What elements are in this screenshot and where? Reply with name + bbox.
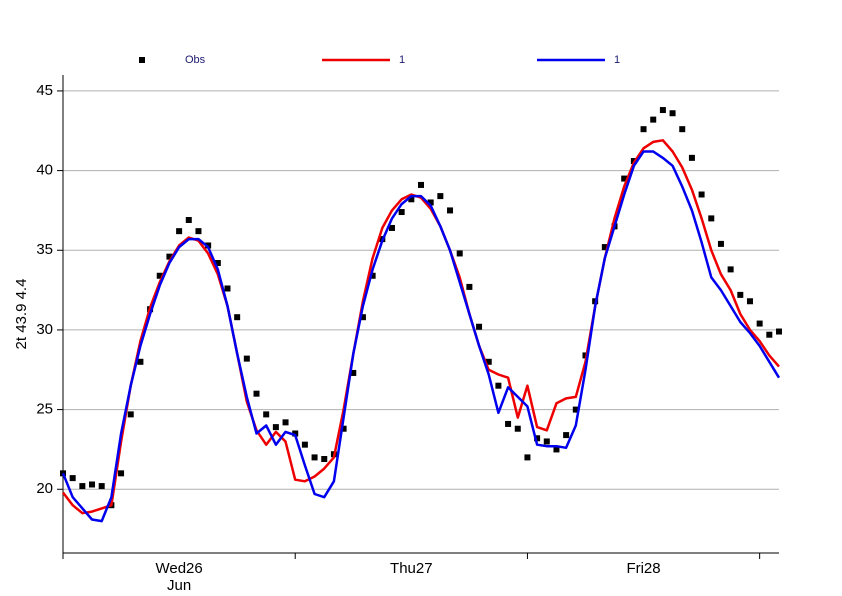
obs-marker xyxy=(272,424,279,431)
obs-marker xyxy=(659,107,666,114)
obs-marker xyxy=(69,475,76,482)
obs-marker xyxy=(166,253,173,260)
obs-marker xyxy=(601,244,608,251)
obs-marker xyxy=(340,425,347,432)
obs-marker xyxy=(79,483,86,490)
obs-marker xyxy=(263,411,270,418)
obs-marker xyxy=(572,406,579,413)
obs-marker xyxy=(485,358,492,365)
legend-label: 1 xyxy=(399,54,405,66)
obs-marker xyxy=(708,215,715,222)
obs-marker xyxy=(176,228,183,235)
obs-marker xyxy=(717,240,724,247)
legend-label: Obs xyxy=(185,54,206,66)
obs-marker xyxy=(688,154,695,161)
obs-marker xyxy=(514,425,521,432)
obs-marker xyxy=(243,355,250,362)
x-tick-label: Fri28 xyxy=(626,560,660,577)
obs-marker xyxy=(621,175,628,182)
obs-marker xyxy=(727,266,734,273)
obs-marker xyxy=(524,454,531,461)
obs-marker xyxy=(369,272,376,279)
y-tick-label: 25 xyxy=(36,401,53,418)
obs-marker xyxy=(476,323,483,330)
y-tick-label: 35 xyxy=(36,241,53,258)
obs-marker xyxy=(127,411,134,418)
obs-marker xyxy=(437,193,444,200)
y-tick-label: 20 xyxy=(36,480,53,497)
obs-marker xyxy=(301,441,308,448)
obs-marker xyxy=(746,298,753,305)
obs-marker xyxy=(776,328,782,335)
obs-marker xyxy=(698,191,705,198)
y-tick-label: 40 xyxy=(36,162,53,179)
obs-marker xyxy=(495,382,502,389)
obs-marker xyxy=(89,481,96,488)
obs-marker xyxy=(650,116,657,123)
x-month-label: Jun xyxy=(167,577,191,594)
obs-marker xyxy=(388,224,395,231)
obs-marker xyxy=(553,446,560,453)
obs-marker xyxy=(195,228,202,235)
legend-label: 1 xyxy=(614,54,620,66)
y-axis-label: 2t 43.9 4.4 xyxy=(13,279,30,350)
y-tick-label: 45 xyxy=(36,82,53,99)
obs-marker xyxy=(418,181,424,188)
obs-marker xyxy=(534,435,541,442)
obs-marker xyxy=(311,454,318,461)
obs-marker xyxy=(156,272,163,279)
obs-marker xyxy=(466,283,473,290)
x-tick-label: Wed26 xyxy=(155,560,202,577)
obs-marker xyxy=(398,209,405,216)
obs-marker xyxy=(427,199,434,206)
obs-marker xyxy=(737,291,744,298)
obs-marker xyxy=(359,314,366,321)
obs-marker xyxy=(447,207,454,214)
obs-marker xyxy=(640,126,647,133)
obs-marker xyxy=(118,470,125,477)
obs-marker xyxy=(205,242,212,249)
y-tick-label: 30 xyxy=(36,321,53,338)
obs-marker xyxy=(292,430,299,437)
obs-marker xyxy=(505,420,512,427)
obs-marker xyxy=(137,358,144,365)
obs-marker xyxy=(185,216,192,223)
series-line xyxy=(61,150,781,523)
legend-marker xyxy=(139,57,145,63)
obs-marker xyxy=(766,331,773,338)
x-tick-label: Thu27 xyxy=(390,560,433,577)
obs-marker xyxy=(234,314,241,321)
obs-marker xyxy=(214,260,221,267)
obs-marker xyxy=(98,483,105,490)
obs-marker xyxy=(321,455,328,462)
obs-marker xyxy=(563,432,570,439)
obs-marker xyxy=(756,320,763,327)
obs-marker xyxy=(253,390,260,397)
obs-marker xyxy=(408,196,415,203)
obs-marker xyxy=(679,126,686,133)
obs-marker xyxy=(543,438,550,445)
obs-marker xyxy=(224,285,231,292)
obs-marker xyxy=(282,419,289,426)
obs-marker xyxy=(669,110,676,117)
obs-marker xyxy=(456,250,463,257)
obs-marker xyxy=(350,369,357,376)
